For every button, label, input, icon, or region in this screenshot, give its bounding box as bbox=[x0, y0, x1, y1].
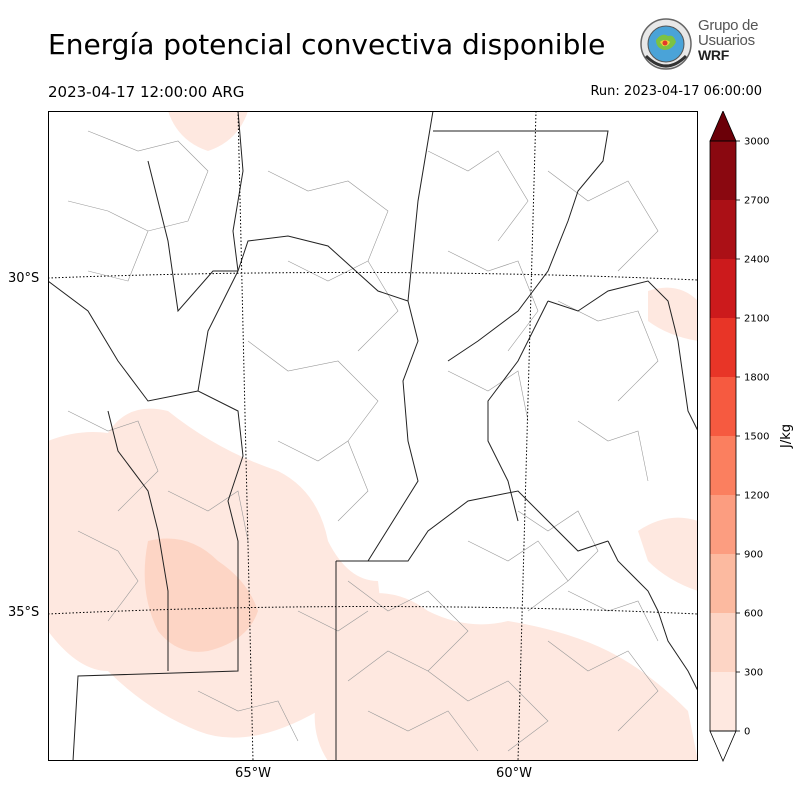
colorbar-tick-label: 0 bbox=[744, 727, 750, 738]
colorbar-band bbox=[710, 200, 736, 259]
colorbar-band bbox=[710, 554, 736, 613]
colorbar-tick-label: 2100 bbox=[744, 314, 769, 325]
colorbar-tick-label: 3000 bbox=[744, 137, 769, 148]
colorbar-tick-label: 300 bbox=[744, 668, 763, 679]
lat-label-30s: 30°S bbox=[8, 271, 40, 286]
colorbar-band bbox=[710, 436, 736, 495]
colorbar-band bbox=[710, 495, 736, 554]
map-canvas bbox=[48, 111, 698, 761]
colorbar-canvas: 0 300 600 900 1200 1500 1800 2100 2400 2700 3000 J/… bbox=[709, 109, 794, 763]
globe-seal-icon bbox=[640, 18, 692, 70]
run-time: Run: 2023-04-17 06:00:00 bbox=[590, 84, 762, 99]
logo-line-3: WRF bbox=[698, 47, 729, 63]
cape-region-northeast bbox=[648, 287, 698, 341]
colorbar-tick-label: 2700 bbox=[744, 196, 769, 207]
coastline bbox=[607, 540, 698, 692]
valid-time: 2023-04-17 12:00:00 ARG bbox=[48, 83, 245, 101]
colorbar-band bbox=[710, 672, 736, 731]
lon-label-65w: 65°W bbox=[235, 766, 271, 781]
colorbar-unit-label: J/kg bbox=[779, 424, 794, 449]
colorbar-tick-label: 2400 bbox=[744, 255, 769, 266]
wrf-logo: Grupo de Usuarios WRF bbox=[638, 16, 762, 72]
colorbar-extend-min bbox=[709, 730, 737, 763]
lat-label-35s: 35°S bbox=[8, 605, 40, 620]
colorbar-band bbox=[710, 141, 736, 200]
cape-region-central bbox=[144, 538, 258, 652]
colorbar-band bbox=[710, 377, 736, 436]
logo-text: Grupo de Usuarios WRF bbox=[698, 18, 758, 63]
colorbar-band bbox=[710, 259, 736, 318]
colorbar-tick-label: 1200 bbox=[744, 491, 769, 502]
logo-line-1: Grupo de bbox=[698, 17, 759, 34]
colorbar-tick-label: 1500 bbox=[744, 432, 769, 443]
graticule bbox=[48, 111, 698, 761]
colorbar-tick-label: 1800 bbox=[744, 373, 769, 384]
page-title: Energía potencial convectiva disponible bbox=[48, 28, 606, 61]
cape-region-north bbox=[168, 111, 248, 151]
cape-shading bbox=[48, 111, 698, 761]
department-boundaries bbox=[67, 130, 659, 752]
cape-region-east-coast bbox=[638, 517, 698, 591]
colorbar-extend-max bbox=[709, 109, 737, 142]
cape-region-southeast bbox=[314, 593, 698, 761]
colorbar-band bbox=[710, 613, 736, 672]
colorbar-tick-label: 900 bbox=[744, 550, 763, 561]
lon-label-60w: 60°W bbox=[496, 766, 532, 781]
cape-map bbox=[48, 111, 698, 761]
colorbar: 0 300 600 900 1200 1500 1800 2100 2400 2700 3000 J/… bbox=[708, 109, 798, 766]
province-boundaries bbox=[48, 111, 698, 761]
colorbar-band bbox=[710, 318, 736, 377]
colorbar-tick-label: 600 bbox=[744, 609, 763, 620]
logo-line-2: Usuarios bbox=[698, 32, 755, 49]
